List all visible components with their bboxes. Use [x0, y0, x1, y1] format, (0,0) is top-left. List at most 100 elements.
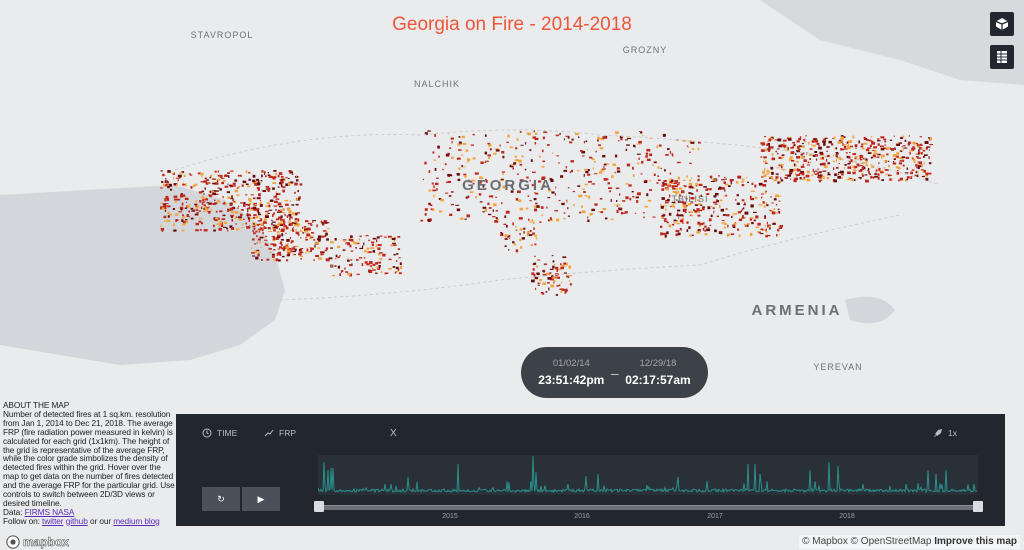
fire-cell[interactable]: [355, 247, 357, 249]
fire-cell[interactable]: [286, 249, 291, 253]
fire-cell[interactable]: [289, 200, 291, 202]
fire-cell[interactable]: [219, 220, 223, 224]
fire-cell[interactable]: [669, 194, 671, 198]
fire-cell[interactable]: [909, 151, 911, 155]
fire-cell[interactable]: [181, 171, 185, 174]
fire-cell[interactable]: [573, 204, 575, 206]
fire-cell[interactable]: [762, 170, 765, 174]
fire-cell[interactable]: [268, 227, 271, 230]
fire-cell[interactable]: [836, 152, 839, 155]
fire-cell[interactable]: [811, 174, 814, 176]
fire-cell[interactable]: [372, 250, 376, 253]
fire-cell[interactable]: [735, 198, 737, 201]
fire-cell[interactable]: [643, 216, 645, 219]
fire-cell[interactable]: [561, 264, 565, 267]
fire-cell[interactable]: [271, 255, 275, 258]
fire-cell[interactable]: [675, 188, 678, 191]
fire-cell[interactable]: [848, 140, 853, 143]
fire-cell[interactable]: [314, 244, 316, 247]
fire-cell[interactable]: [764, 217, 767, 219]
fire-cell[interactable]: [297, 225, 299, 227]
fire-cell[interactable]: [854, 155, 858, 158]
fire-cell[interactable]: [370, 241, 375, 244]
fire-cell[interactable]: [709, 224, 712, 227]
fire-cell[interactable]: [444, 163, 447, 166]
fire-cell[interactable]: [821, 156, 824, 160]
fire-cell[interactable]: [677, 232, 681, 236]
fire-cell[interactable]: [686, 175, 689, 178]
fire-cell[interactable]: [807, 161, 810, 164]
fire-cell[interactable]: [608, 187, 612, 190]
fire-cell[interactable]: [390, 244, 393, 247]
fire-cell[interactable]: [268, 209, 273, 211]
fire-cell[interactable]: [707, 206, 711, 210]
fire-cell[interactable]: [622, 212, 626, 214]
fire-cell[interactable]: [602, 168, 606, 170]
fire-cell[interactable]: [750, 190, 755, 192]
fire-cell[interactable]: [794, 172, 797, 176]
fire-cell[interactable]: [465, 149, 469, 152]
fire-cell[interactable]: [475, 196, 477, 199]
fire-cell[interactable]: [796, 150, 800, 153]
fire-cell[interactable]: [805, 135, 807, 137]
fire-cell[interactable]: [671, 154, 674, 157]
fire-cell[interactable]: [299, 183, 303, 186]
fire-cell[interactable]: [881, 179, 885, 181]
fire-cell[interactable]: [526, 176, 529, 179]
fire-cell[interactable]: [682, 140, 686, 142]
fire-cell[interactable]: [923, 162, 925, 165]
fire-cell[interactable]: [275, 209, 277, 211]
fire-cell[interactable]: [768, 224, 771, 227]
fire-cell[interactable]: [773, 208, 776, 210]
fire-cell[interactable]: [684, 211, 687, 214]
fire-cell[interactable]: [203, 193, 205, 195]
fire-cell[interactable]: [260, 259, 263, 262]
fire-cell[interactable]: [847, 143, 850, 147]
fire-cell[interactable]: [642, 212, 645, 214]
fire-cell[interactable]: [248, 206, 250, 210]
fire-cell[interactable]: [781, 144, 785, 147]
fire-cell[interactable]: [603, 163, 607, 166]
fire-cell[interactable]: [743, 207, 745, 210]
fire-cell[interactable]: [699, 223, 704, 226]
fire-cell[interactable]: [583, 191, 586, 193]
fire-cell[interactable]: [263, 236, 266, 238]
fire-cell[interactable]: [877, 153, 881, 156]
fire-cell[interactable]: [730, 181, 732, 185]
fire-cell[interactable]: [254, 250, 258, 253]
fire-cell[interactable]: [853, 178, 856, 181]
fire-cell[interactable]: [822, 170, 827, 172]
fire-cell[interactable]: [916, 157, 921, 159]
fire-cell[interactable]: [595, 150, 597, 153]
fire-cell[interactable]: [636, 193, 639, 196]
fire-cell[interactable]: [896, 152, 900, 155]
fire-cell[interactable]: [815, 170, 818, 172]
fire-cell[interactable]: [791, 159, 795, 162]
fire-cell[interactable]: [535, 265, 538, 268]
fire-cell[interactable]: [776, 148, 780, 150]
fire-cell[interactable]: [887, 160, 890, 162]
fire-cell[interactable]: [468, 179, 470, 183]
fire-cell[interactable]: [321, 235, 325, 238]
fire-cell[interactable]: [285, 183, 289, 187]
fire-cell[interactable]: [667, 148, 670, 150]
fire-cell[interactable]: [226, 191, 230, 194]
fire-cell[interactable]: [723, 222, 727, 225]
fire-cell[interactable]: [358, 257, 363, 259]
fire-cell[interactable]: [217, 187, 220, 189]
fire-cell[interactable]: [665, 199, 667, 203]
fire-cell[interactable]: [249, 225, 251, 227]
fire-cell[interactable]: [664, 220, 668, 223]
fire-cell[interactable]: [537, 259, 541, 261]
fire-cell[interactable]: [688, 211, 690, 214]
fire-cell[interactable]: [819, 157, 824, 160]
fire-cell[interactable]: [801, 145, 805, 149]
fire-cell[interactable]: [844, 148, 848, 150]
fire-cell[interactable]: [615, 131, 619, 134]
fire-cell[interactable]: [864, 174, 868, 176]
fire-cell[interactable]: [534, 276, 539, 280]
fire-cell[interactable]: [230, 214, 234, 217]
fire-cell[interactable]: [841, 173, 844, 176]
fire-cell[interactable]: [199, 200, 202, 203]
fire-cell[interactable]: [295, 231, 299, 234]
